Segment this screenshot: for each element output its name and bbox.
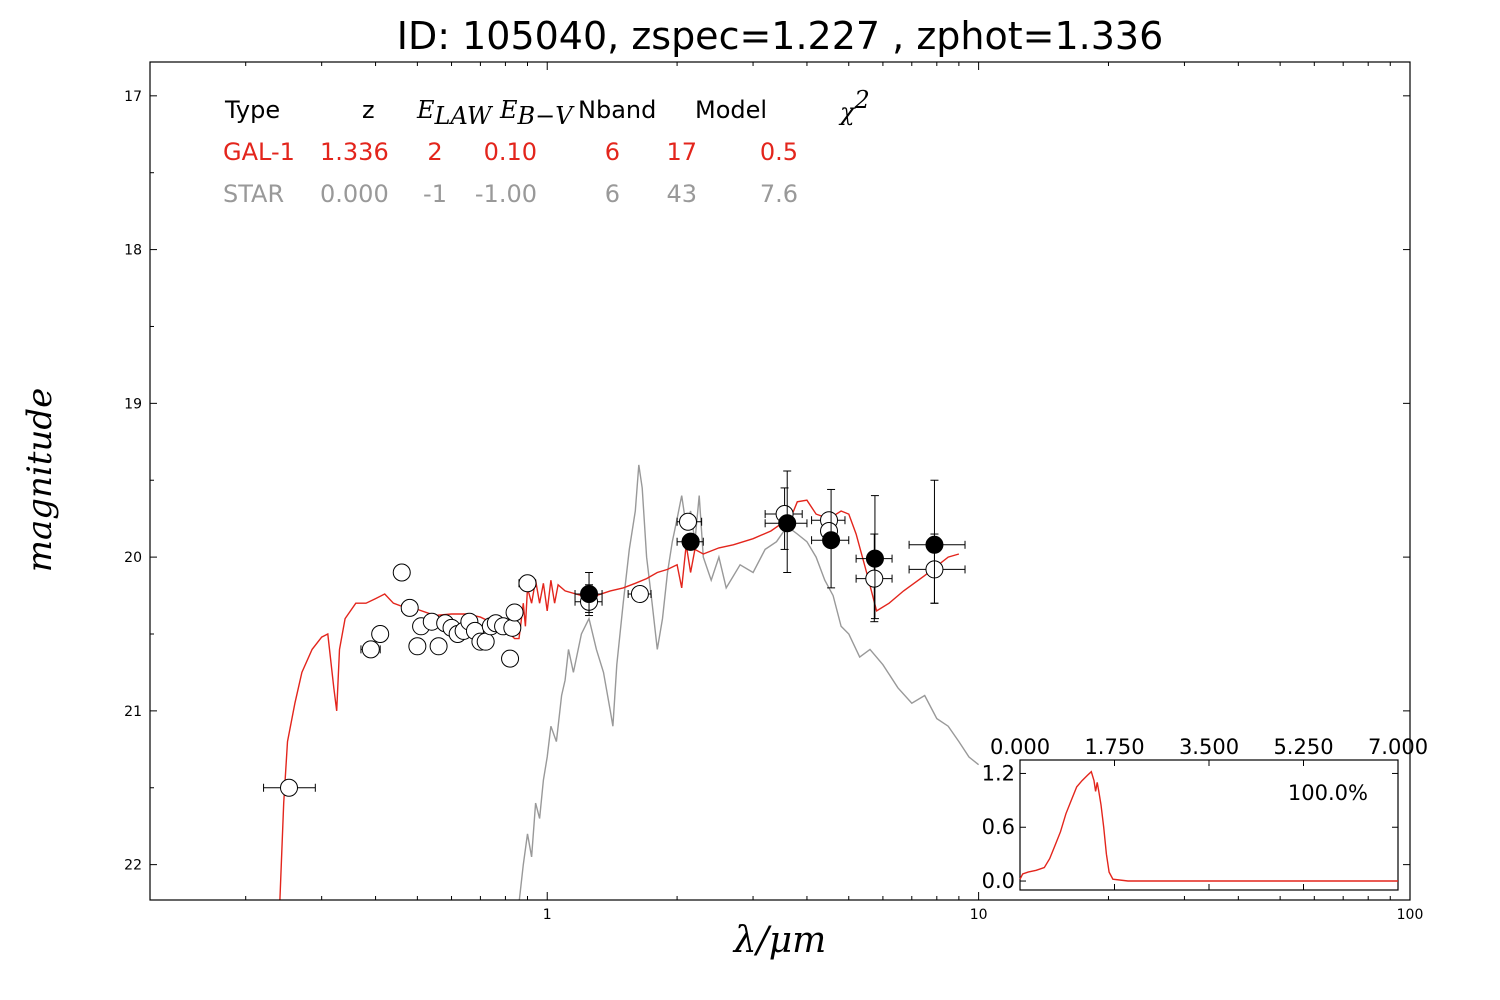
inset-percent-label: 100.0% bbox=[1288, 781, 1368, 805]
plot-area bbox=[263, 464, 980, 900]
data-point-open bbox=[408, 637, 427, 656]
table-cell: 6 bbox=[605, 180, 620, 208]
x-tick-label: 100 bbox=[1397, 907, 1424, 923]
table-row-gal: GAL-1 1.336 2 0.10 6 17 0.5 bbox=[223, 138, 798, 166]
table-cell: -1 bbox=[423, 180, 447, 208]
series-line-star bbox=[518, 464, 980, 900]
y-tick-label: 19 bbox=[124, 396, 142, 412]
table-cell: 0.000 bbox=[320, 180, 389, 208]
inset-x-tick-label: 1.750 bbox=[1084, 735, 1144, 759]
data-point-filled bbox=[865, 549, 884, 568]
x-axis-label: λ/μm bbox=[733, 920, 827, 961]
table-cell: 43 bbox=[666, 180, 697, 208]
data-point-open bbox=[865, 569, 884, 588]
table-cell: 7.6 bbox=[760, 180, 798, 208]
inset-pz-line bbox=[1019, 770, 1398, 882]
table-header-model: Model bbox=[695, 96, 767, 124]
table-cell: -1.00 bbox=[475, 180, 537, 208]
table-header-ebv: EB−V bbox=[499, 96, 575, 130]
data-point-open bbox=[429, 637, 448, 656]
data-point-open bbox=[518, 574, 537, 593]
table-header-row: Type z ELAW EB−V Nband Model χ2 bbox=[224, 86, 870, 130]
chart-title: ID: 105040, zspec=1.227 , zphot=1.336 bbox=[396, 14, 1164, 58]
data-point-filled bbox=[822, 531, 841, 550]
plot-frame bbox=[149, 61, 1411, 901]
table-header-nband: Nband bbox=[578, 96, 656, 124]
data-point-filled bbox=[580, 585, 599, 604]
inset-x-tick-label: 7.000 bbox=[1368, 735, 1428, 759]
table-cell: 0.10 bbox=[484, 138, 537, 166]
table-cell: 1.336 bbox=[320, 138, 389, 166]
table-cell: GAL-1 bbox=[223, 138, 295, 166]
y-tick-label: 17 bbox=[124, 89, 142, 105]
data-point-filled bbox=[681, 532, 700, 551]
inset-y-tick-label: 1.2 bbox=[982, 761, 1015, 785]
inset-x-tick-label: 3.500 bbox=[1179, 735, 1239, 759]
y-tick-label: 18 bbox=[124, 243, 142, 259]
table-cell: 0.5 bbox=[760, 138, 798, 166]
data-point-open bbox=[630, 585, 649, 604]
data-point-open bbox=[400, 598, 419, 617]
data-point-open bbox=[361, 640, 380, 659]
y-tick-label: 20 bbox=[124, 550, 142, 566]
table-header-elaw: ELAW bbox=[416, 96, 494, 130]
inset-y-tick-label: 0.0 bbox=[982, 869, 1015, 893]
data-point-open bbox=[679, 512, 698, 531]
table-cell: 17 bbox=[666, 138, 697, 166]
table-cell: 2 bbox=[427, 138, 442, 166]
table-cell: STAR bbox=[223, 180, 284, 208]
data-point-open bbox=[503, 618, 522, 637]
x-tick-label: 1 bbox=[543, 907, 552, 923]
data-point-filled bbox=[778, 514, 797, 533]
data-point-open bbox=[501, 649, 520, 668]
inset-y-tick-label: 0.6 bbox=[982, 815, 1015, 839]
y-tick-label: 22 bbox=[124, 858, 142, 874]
inset-x-tick-label: 5.250 bbox=[1273, 735, 1333, 759]
inset-pz-chart: 0.000 1.750 3.500 5.250 7.000 0.0 0.6 1.2 100.0% bbox=[982, 735, 1428, 893]
data-point-open bbox=[476, 632, 495, 651]
y-tick-label: 21 bbox=[124, 704, 142, 720]
inset-x-tick-label: 0.000 bbox=[990, 735, 1050, 759]
inset-frame bbox=[1019, 759, 1399, 891]
table-row-star: STAR 0.000 -1 -1.00 6 43 7.6 bbox=[223, 180, 798, 208]
data-point-open bbox=[505, 603, 524, 622]
table-header-z: z bbox=[362, 96, 375, 124]
data-point-filled bbox=[925, 535, 944, 554]
x-tick-label: 10 bbox=[970, 907, 988, 923]
series-line-gal-1 bbox=[279, 499, 960, 900]
table-header-type: Type bbox=[224, 96, 280, 124]
data-point-open bbox=[371, 624, 390, 643]
table-cell: 6 bbox=[605, 138, 620, 166]
data-point-open bbox=[280, 778, 299, 797]
data-point-open bbox=[392, 563, 411, 582]
table-header-chi2: χ2 bbox=[838, 86, 870, 126]
